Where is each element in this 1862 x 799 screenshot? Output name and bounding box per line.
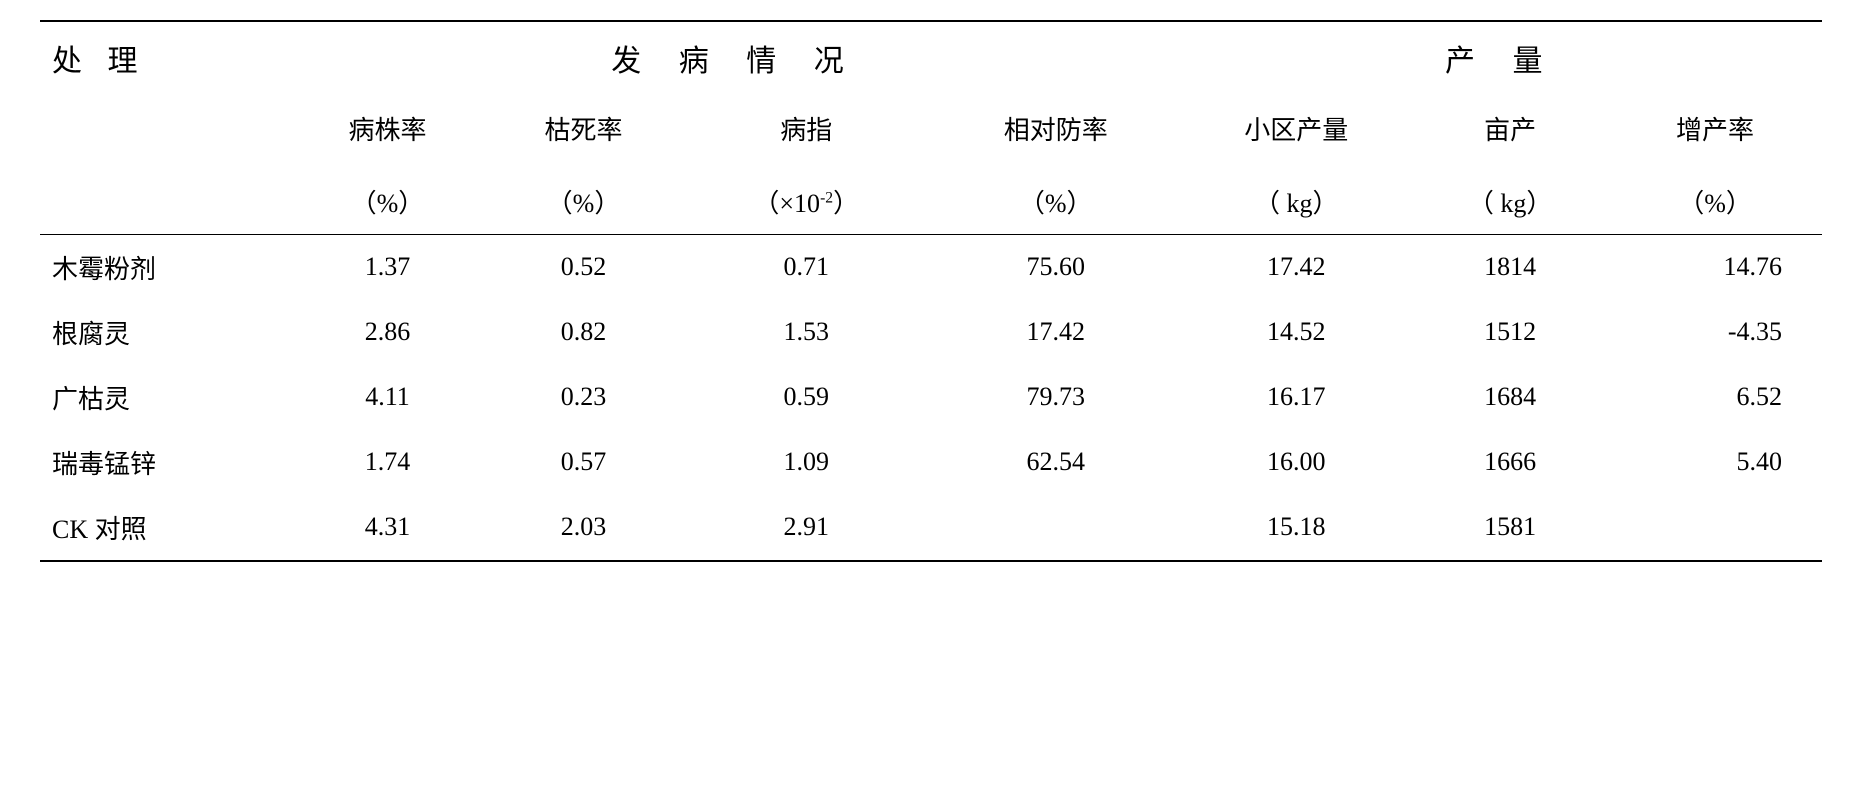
unit-blank — [40, 169, 289, 235]
table-row: 木霉粉剂1.370.520.7175.6017.42181414.76 — [40, 234, 1822, 300]
cell-increase-rate: 5.40 — [1608, 430, 1822, 495]
row-label: 木霉粉剂 — [40, 234, 289, 300]
cell-plot-yield: 17.42 — [1180, 234, 1412, 300]
unit-mu-yield: （ kg） — [1412, 169, 1608, 235]
cell-disease-rate: 4.11 — [289, 365, 485, 430]
sub-header-death-rate: 枯死率 — [485, 94, 681, 169]
sub-header-disease-rate: 病株率 — [289, 94, 485, 169]
unit-disease-rate: （%） — [289, 169, 485, 235]
cell-disease-rate: 2.86 — [289, 300, 485, 365]
cell-mu-yield: 1512 — [1412, 300, 1608, 365]
cell-control-rate — [931, 495, 1180, 561]
cell-mu-yield: 1581 — [1412, 495, 1608, 561]
unit-control-rate: （%） — [931, 169, 1180, 235]
cell-death-rate: 0.57 — [485, 430, 681, 495]
unit-increase-rate: （%） — [1608, 169, 1822, 235]
cell-plot-yield: 16.17 — [1180, 365, 1412, 430]
cell-increase-rate — [1608, 495, 1822, 561]
unit-plot-yield: （ kg） — [1180, 169, 1412, 235]
unit-row: （%） （%） （×10-2） （%） （ kg） （ kg） （%） — [40, 169, 1822, 235]
table-row: CK 对照4.312.032.91 15.181581 — [40, 495, 1822, 561]
cell-control-rate: 75.60 — [931, 234, 1180, 300]
table-row: 瑞毒锰锌1.740.571.0962.5416.0016665.40 — [40, 430, 1822, 495]
cell-disease-index: 0.59 — [682, 365, 931, 430]
cell-mu-yield: 1666 — [1412, 430, 1608, 495]
header-yield: 产 量 — [1180, 21, 1822, 94]
row-label: 瑞毒锰锌 — [40, 430, 289, 495]
cell-death-rate: 0.52 — [485, 234, 681, 300]
table-row: 广枯灵4.110.230.5979.7316.1716846.52 — [40, 365, 1822, 430]
cell-control-rate: 79.73 — [931, 365, 1180, 430]
data-table: 处 理 发 病 情 况 产 量 病株率 枯死率 病指 相对防率 小区产量 亩产 … — [40, 20, 1822, 562]
sub-header-plot-yield: 小区产量 — [1180, 94, 1412, 169]
sub-header-control-rate: 相对防率 — [931, 94, 1180, 169]
cell-disease-index: 1.09 — [682, 430, 931, 495]
row-label: CK 对照 — [40, 495, 289, 561]
sub-header-disease-index: 病指 — [682, 94, 931, 169]
header-main-row: 处 理 发 病 情 况 产 量 — [40, 21, 1822, 94]
cell-plot-yield: 15.18 — [1180, 495, 1412, 561]
cell-increase-rate: -4.35 — [1608, 300, 1822, 365]
cell-increase-rate: 6.52 — [1608, 365, 1822, 430]
cell-plot-yield: 14.52 — [1180, 300, 1412, 365]
sub-header-mu-yield: 亩产 — [1412, 94, 1608, 169]
table-body: 木霉粉剂1.370.520.7175.6017.42181414.76根腐灵2.… — [40, 234, 1822, 561]
table-row: 根腐灵2.860.821.5317.4214.521512-4.35 — [40, 300, 1822, 365]
row-label: 根腐灵 — [40, 300, 289, 365]
cell-death-rate: 0.82 — [485, 300, 681, 365]
cell-disease-rate: 1.74 — [289, 430, 485, 495]
header-disease: 发 病 情 况 — [289, 21, 1180, 94]
cell-disease-rate: 4.31 — [289, 495, 485, 561]
cell-increase-rate: 14.76 — [1608, 234, 1822, 300]
cell-disease-index: 0.71 — [682, 234, 931, 300]
cell-death-rate: 0.23 — [485, 365, 681, 430]
cell-disease-index: 1.53 — [682, 300, 931, 365]
cell-death-rate: 2.03 — [485, 495, 681, 561]
cell-mu-yield: 1684 — [1412, 365, 1608, 430]
sub-header-increase-rate: 增产率 — [1608, 94, 1822, 169]
sub-header-blank — [40, 94, 289, 169]
cell-disease-rate: 1.37 — [289, 234, 485, 300]
unit-disease-index: （×10-2） — [682, 169, 931, 235]
cell-control-rate: 17.42 — [931, 300, 1180, 365]
header-treatment: 处 理 — [40, 21, 289, 94]
cell-plot-yield: 16.00 — [1180, 430, 1412, 495]
cell-disease-index: 2.91 — [682, 495, 931, 561]
cell-mu-yield: 1814 — [1412, 234, 1608, 300]
unit-death-rate: （%） — [485, 169, 681, 235]
cell-control-rate: 62.54 — [931, 430, 1180, 495]
sub-header-row: 病株率 枯死率 病指 相对防率 小区产量 亩产 增产率 — [40, 94, 1822, 169]
row-label: 广枯灵 — [40, 365, 289, 430]
